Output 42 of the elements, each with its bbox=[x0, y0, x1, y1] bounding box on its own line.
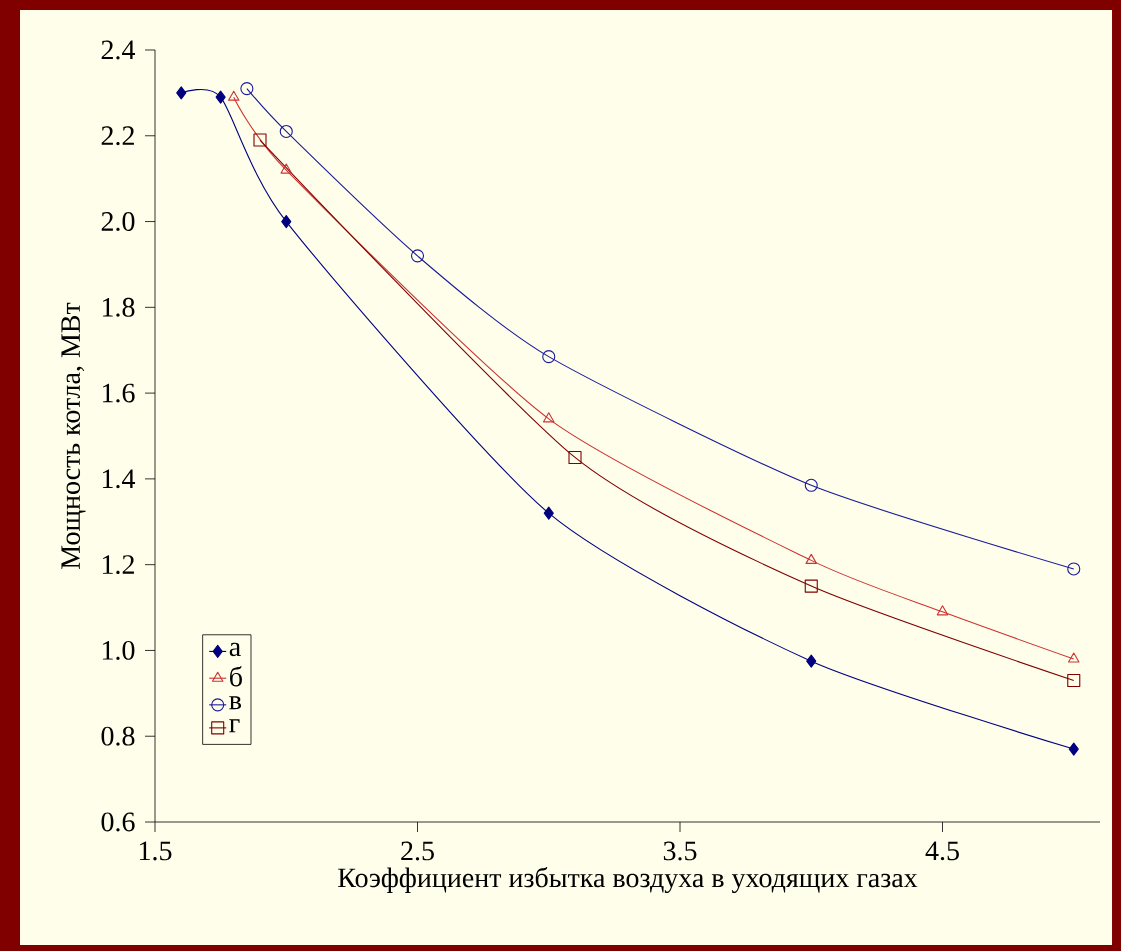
point bbox=[1068, 742, 1079, 756]
point bbox=[1067, 562, 1081, 576]
point bbox=[215, 90, 226, 104]
x-tick-label: 3.5 bbox=[663, 841, 697, 861]
point bbox=[176, 86, 187, 100]
point bbox=[568, 450, 582, 464]
y-tick-label: 1.2 bbox=[102, 555, 134, 575]
y-tick-label: 2.4 bbox=[101, 40, 136, 60]
x-tick-label: 2.5 bbox=[401, 841, 434, 861]
y-tick-label: 1.0 bbox=[102, 640, 135, 660]
point bbox=[410, 249, 425, 263]
point bbox=[240, 82, 254, 96]
y-tick-label: 2.0 bbox=[101, 212, 135, 232]
point bbox=[804, 478, 818, 492]
y-tick-label: 0.8 bbox=[101, 726, 135, 746]
point bbox=[806, 654, 817, 668]
y-axis-title: Мощность котла, МВт bbox=[61, 302, 86, 569]
x-tick-label: 1.5 bbox=[139, 841, 172, 861]
point bbox=[543, 506, 554, 520]
y-tick-label: 2.2 bbox=[101, 126, 134, 146]
legend-label: а bbox=[229, 642, 241, 657]
y-tick-label: 0.6 bbox=[101, 812, 135, 832]
point bbox=[253, 133, 267, 147]
legend-label: г bbox=[229, 719, 240, 733]
y-tick-label: 1.6 bbox=[102, 383, 135, 403]
x-tick-label: 4.5 bbox=[925, 841, 959, 861]
legend-label: в bbox=[229, 696, 242, 710]
point bbox=[804, 579, 818, 593]
point bbox=[805, 553, 818, 564]
point bbox=[1068, 652, 1080, 663]
point bbox=[543, 412, 555, 423]
point bbox=[281, 215, 292, 229]
point bbox=[280, 163, 292, 174]
y-tick-label: 1.8 bbox=[102, 297, 135, 317]
x-axis-title: Коэффициент избытка воздуха в уходящих газах bbox=[338, 866, 918, 894]
legend-label: б bbox=[230, 666, 242, 687]
point bbox=[279, 124, 293, 139]
point bbox=[228, 90, 240, 101]
point bbox=[1067, 673, 1081, 688]
y-tick-label: 1.4 bbox=[102, 469, 136, 489]
point bbox=[542, 350, 556, 364]
point bbox=[936, 605, 949, 616]
